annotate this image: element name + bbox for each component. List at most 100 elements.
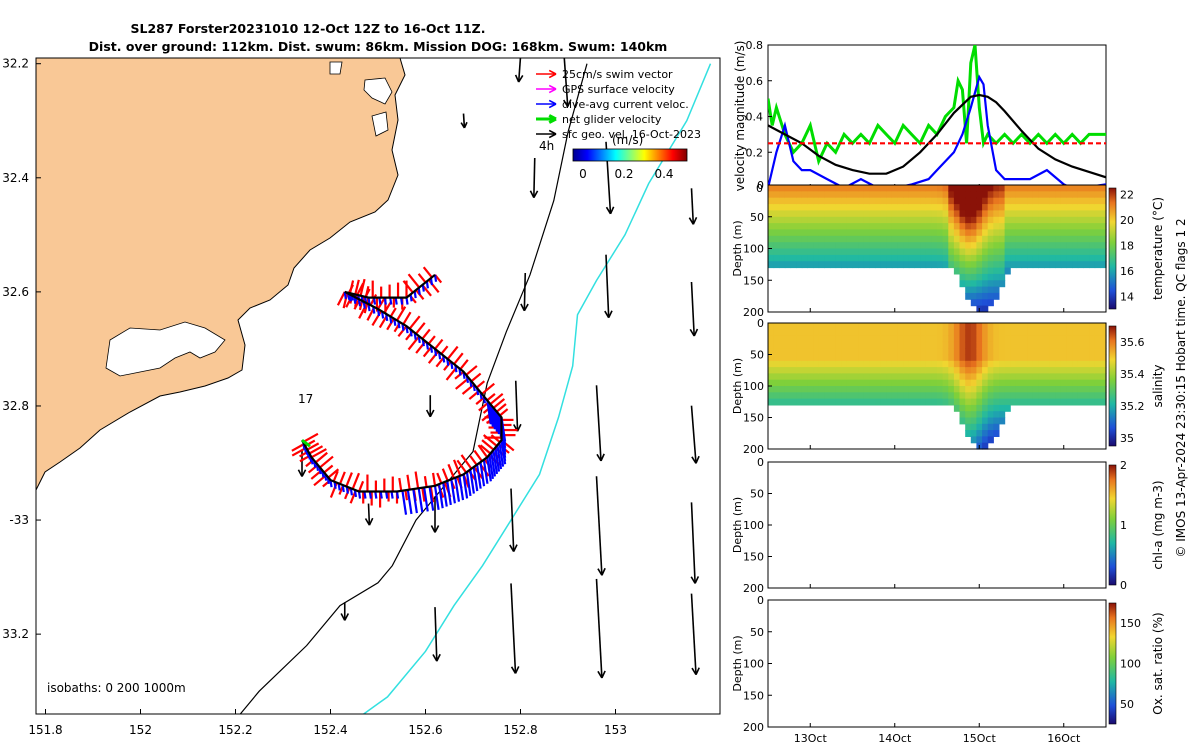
section-cell [942, 354, 949, 362]
section-cell [993, 411, 1000, 419]
section-cell [1083, 360, 1090, 368]
section-cell [790, 354, 797, 362]
section-cell [970, 229, 977, 237]
section-cell [982, 267, 989, 275]
section-cell [841, 185, 848, 192]
section-cell [937, 229, 944, 237]
section-cell [1055, 373, 1062, 381]
section-cell [813, 197, 820, 205]
section-cell [790, 379, 797, 387]
section-cell [779, 348, 786, 356]
section-cell [886, 229, 893, 237]
swim-vector [306, 442, 320, 451]
section-cell [1060, 210, 1068, 218]
section-cell [1066, 229, 1073, 237]
section-cell [891, 398, 899, 406]
section-cell [903, 335, 910, 343]
section-cell [925, 197, 932, 205]
section-cell [1072, 354, 1079, 362]
section-cell [1066, 386, 1073, 393]
section-cell [779, 335, 786, 343]
section-cell [784, 360, 792, 368]
section-colorbar [1108, 325, 1117, 447]
section-cell [863, 348, 870, 356]
section-cell [1060, 329, 1068, 337]
section-cell [1044, 392, 1051, 400]
section-cell [976, 280, 983, 288]
section-cell [925, 398, 932, 406]
section-cell [801, 367, 808, 374]
section-cell [869, 367, 876, 374]
swim-vector [469, 455, 478, 466]
section-cell [999, 341, 1006, 349]
section-cell [1004, 348, 1011, 356]
section-cell [852, 335, 859, 343]
section-cell [903, 323, 910, 330]
section-cell [880, 185, 887, 192]
section-cell [1055, 379, 1062, 387]
section-cell [818, 398, 825, 406]
dive-avg-vector [494, 447, 501, 472]
section-cell [1015, 360, 1023, 368]
section-cell [858, 216, 865, 224]
section-y-tick-label: 200 [743, 306, 764, 319]
section-cell [897, 373, 904, 381]
section-cell [987, 341, 994, 349]
section-cell [999, 386, 1006, 393]
section-cell [920, 348, 927, 356]
section-cell [790, 398, 797, 406]
section-cell [891, 323, 899, 330]
section-cell [841, 360, 848, 368]
section-cell [807, 341, 814, 349]
section-cell [1060, 248, 1068, 256]
swim-vector [389, 307, 397, 318]
swim-vector [473, 449, 483, 462]
section-cell [1060, 229, 1068, 237]
section-cell [779, 229, 786, 237]
section-cell [1038, 379, 1045, 387]
section-ylabel: Depth (m) [731, 497, 744, 553]
section-cell [846, 367, 854, 374]
section-cell [1027, 197, 1034, 205]
section-cell [858, 386, 865, 393]
section-cell [987, 411, 994, 419]
section-cell [807, 216, 814, 224]
section-cell [1038, 392, 1045, 400]
section-cell [1027, 216, 1034, 224]
swim-vector [345, 472, 353, 487]
section-cell [1015, 367, 1023, 374]
section-cell [1038, 360, 1045, 368]
section-cell [863, 335, 870, 343]
section-cell [841, 335, 848, 343]
section-cell [1077, 373, 1084, 381]
section-cell [1094, 392, 1101, 400]
section-cell [959, 280, 966, 288]
section-cell [965, 242, 972, 250]
section-cell [813, 398, 820, 406]
section-cell [1038, 223, 1045, 230]
section-cell [953, 261, 961, 269]
section-cell [1055, 392, 1062, 400]
colorbar-tick-label: 35 [1120, 432, 1134, 445]
section-cell [818, 335, 825, 343]
section-cell [959, 417, 966, 425]
section-cell [779, 254, 786, 262]
section-y-tick-label: 200 [743, 582, 764, 595]
section-cell [1010, 223, 1017, 230]
section-cell [1027, 191, 1034, 199]
swim-vector [421, 487, 426, 502]
section-cell [818, 261, 825, 269]
section-cell [1100, 210, 1107, 218]
section-cell [1049, 348, 1056, 356]
section-cell [970, 210, 977, 218]
section-cell [982, 197, 989, 205]
colorbar-label: salinity [1151, 364, 1165, 407]
section-cell [970, 354, 977, 362]
swim-vector [465, 365, 478, 376]
section-cell [779, 367, 786, 374]
section-cell [796, 373, 803, 381]
section-cell [1072, 242, 1079, 250]
velocity-y-tick-label: 0.2 [746, 146, 764, 159]
section-cell [970, 373, 977, 381]
section-cell [1077, 360, 1084, 368]
